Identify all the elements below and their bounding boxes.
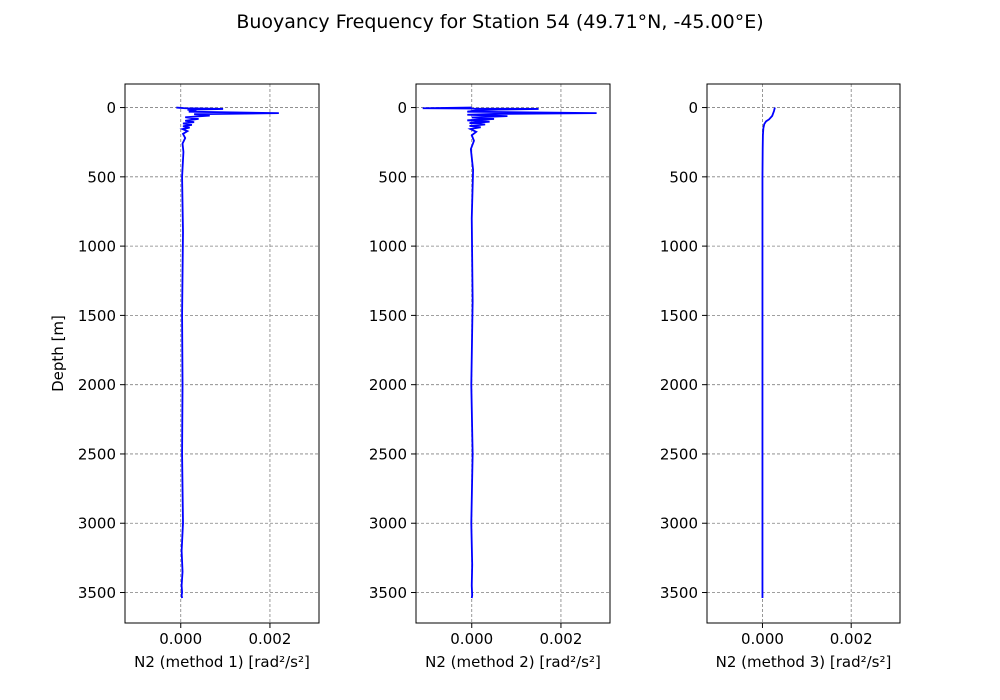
y-tick-label: 500 (87, 168, 116, 186)
axes-frame (706, 83, 901, 624)
y-tick-label: 3000 (660, 515, 698, 533)
y-tick-label: 2500 (78, 445, 116, 463)
y-tick-label: 0 (397, 99, 407, 117)
y-tick-label: 1500 (660, 307, 698, 325)
x-tick-label: 0.000 (159, 630, 202, 648)
figure-title: Buoyancy Frequency for Station 54 (49.71… (236, 11, 764, 33)
x-axis-label: N2 (method 3) [rad²/s²] (716, 653, 892, 671)
y-tick-label: 2000 (78, 376, 116, 394)
y-tick-label: 0 (106, 99, 116, 117)
y-tick-label: 1000 (369, 238, 407, 256)
x-tick-label: 0.000 (450, 630, 493, 648)
y-axis-label: Depth [m] (49, 315, 67, 392)
subplot-3: 0.000 0.002 0 500 1000 1500 2000 2500 3000 3500 N2… (660, 83, 901, 671)
y-tick-label: 1500 (78, 307, 116, 325)
axes-frame (415, 83, 611, 624)
x-tick-label: 0.002 (830, 630, 873, 648)
y-tick-label: 3500 (660, 584, 698, 602)
y-tick-label: 2000 (660, 376, 698, 394)
subplot-1: 0.000 0.002 0 500 1000 1500 2000 2500 3000 3500 N2… (49, 83, 320, 671)
y-tick-label: 2500 (369, 445, 407, 463)
x-tick-label: 0.002 (539, 630, 582, 648)
axes-frame (124, 83, 320, 624)
x-axis-label: N2 (method 2) [rad²/s²] (425, 653, 601, 671)
y-tick-label: 500 (378, 168, 407, 186)
subplot-2: 0.000 0.002 0 500 1000 1500 2000 2500 3000 3500 N2… (369, 83, 611, 671)
x-axis-label: N2 (method 1) [rad²/s²] (134, 653, 310, 671)
y-tick-label: 3000 (369, 515, 407, 533)
y-tick-label: 3500 (369, 584, 407, 602)
y-tick-label: 2500 (660, 445, 698, 463)
x-tick-label: 0.000 (741, 630, 784, 648)
y-tick-label: 3000 (78, 515, 116, 533)
y-tick-label: 1000 (660, 238, 698, 256)
y-tick-label: 0 (688, 99, 698, 117)
x-tick-label: 0.002 (248, 630, 291, 648)
series-line-1 (761, 107, 776, 599)
y-tick-label: 1500 (369, 307, 407, 325)
y-tick-label: 500 (669, 168, 698, 186)
series-line-1 (176, 106, 279, 599)
y-tick-label: 1000 (78, 238, 116, 256)
series-line-1 (422, 106, 597, 599)
y-tick-label: 2000 (369, 376, 407, 394)
y-tick-label: 3500 (78, 584, 116, 602)
